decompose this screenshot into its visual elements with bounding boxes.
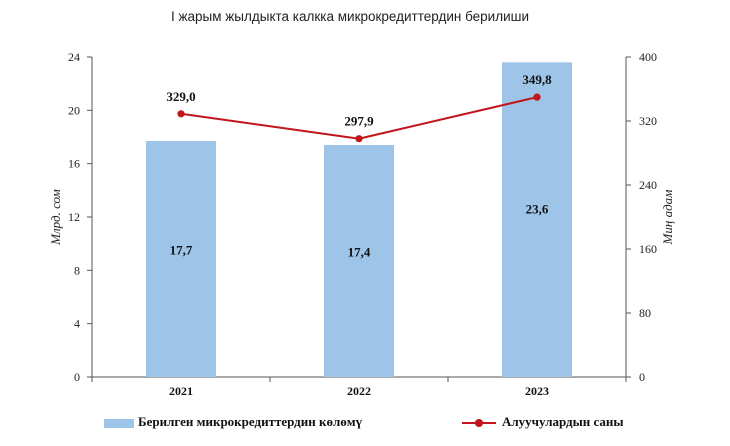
y-right-tick-label: 80 [639, 306, 651, 320]
bar-2023 [502, 62, 572, 377]
bar-2021 [146, 141, 216, 377]
y-left-tick-label: 20 [68, 103, 80, 117]
line-value-label: 297,9 [344, 114, 374, 129]
y-right-tick-label: 400 [639, 50, 657, 64]
y-right-tick-label: 0 [639, 370, 645, 384]
bar-value-label: 23,6 [526, 201, 549, 216]
bar-value-label: 17,7 [170, 242, 193, 257]
y-left-tick-label: 12 [68, 210, 80, 224]
line-point-2021 [177, 110, 185, 118]
y-left-axis-title: Млрд. сом [48, 189, 63, 246]
y-left-tick-label: 16 [68, 157, 80, 171]
legend-line-swatch [462, 417, 496, 429]
legend-item-line: Алуучулардын саны [462, 414, 624, 430]
x-tick-label-2021: 2021 [169, 384, 193, 398]
legend-bar-swatch [104, 418, 134, 428]
x-tick-label-2022: 2022 [347, 384, 371, 398]
line-point-2023 [533, 93, 541, 101]
legend-item-bar: Берилген микрокредиттердин көлөмү [104, 414, 362, 430]
line-value-label: 349,8 [522, 72, 552, 87]
bar-2022 [324, 145, 394, 377]
legend-line-label: Алуучулардын саны [502, 414, 624, 429]
line-point-2022 [355, 135, 363, 143]
x-tick-label-2023: 2023 [525, 384, 549, 398]
y-right-axis-title: Миң адам [660, 190, 675, 246]
y-left-tick-label: 4 [74, 317, 80, 331]
legend-bar-label: Берилген микрокредиттердин көлөмү [138, 414, 363, 429]
line-value-label: 329,0 [166, 89, 195, 104]
y-left-tick-label: 0 [74, 370, 80, 384]
y-left-tick-label: 24 [68, 50, 80, 64]
bar-value-label: 17,4 [348, 244, 371, 259]
y-left-tick-label: 8 [74, 263, 80, 277]
y-right-tick-label: 320 [639, 114, 657, 128]
chart-title: I жарым жылдыкта калкка микрокредиттерди… [170, 9, 530, 24]
y-right-tick-label: 240 [639, 178, 657, 192]
y-right-tick-label: 160 [639, 242, 657, 256]
